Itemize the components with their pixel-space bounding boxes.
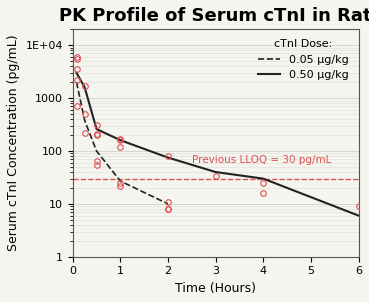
Legend: 0.05 μg/kg, 0.50 μg/kg: 0.05 μg/kg, 0.50 μg/kg [253,35,353,85]
Y-axis label: Serum cTnI Concentration (pg/mL): Serum cTnI Concentration (pg/mL) [7,35,20,251]
Title: PK Profile of Serum cTnI in Rat: PK Profile of Serum cTnI in Rat [59,7,369,25]
Text: Previous LLOQ = 30 pg/mL: Previous LLOQ = 30 pg/mL [192,155,331,165]
X-axis label: Time (Hours): Time (Hours) [175,282,256,295]
